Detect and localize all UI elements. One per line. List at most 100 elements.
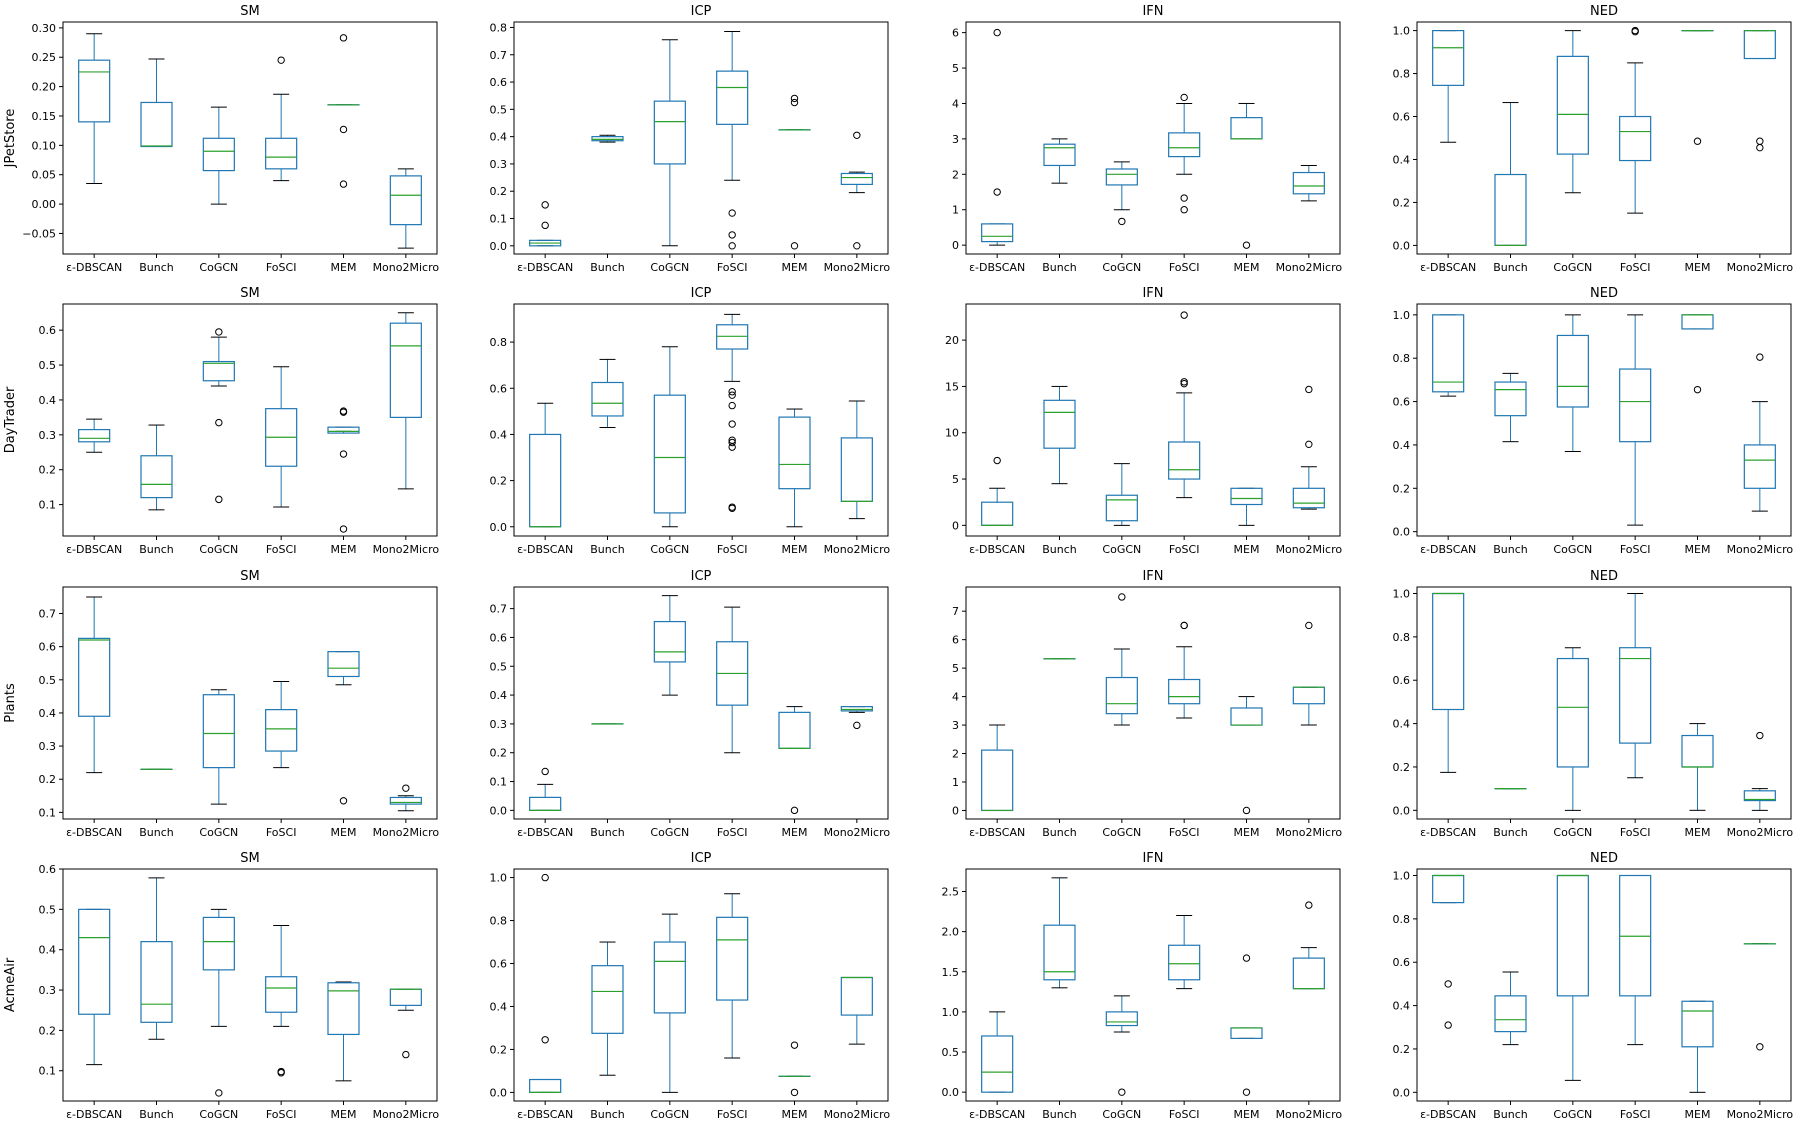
box-4 bbox=[1230, 696, 1263, 815]
outlier-point bbox=[993, 28, 1001, 37]
y-tick-label: 0.0 bbox=[1393, 239, 1411, 252]
iqr-box bbox=[389, 796, 422, 805]
box-0 bbox=[529, 767, 562, 811]
box-2 bbox=[1105, 995, 1138, 1096]
box-3 bbox=[716, 893, 749, 1059]
outlier-point bbox=[728, 401, 736, 410]
box-1 bbox=[591, 134, 624, 143]
y-tick-label: 0.4 bbox=[1393, 718, 1411, 731]
x-tick-label: MEM bbox=[331, 826, 357, 839]
y-tick-label: 0.2 bbox=[1393, 482, 1411, 495]
x-tick-label: Bunch bbox=[139, 1108, 174, 1121]
y-tick-label: 0.6 bbox=[39, 863, 57, 876]
outlier-point bbox=[790, 242, 799, 250]
outlier-point bbox=[215, 328, 223, 336]
y-tick-label: 0.4 bbox=[39, 707, 57, 720]
y-tick-label: 0.6 bbox=[39, 324, 57, 337]
box-3 bbox=[1168, 621, 1201, 719]
y-tick-label: −0.05 bbox=[22, 227, 56, 240]
x-tick-label: FoSCI bbox=[1169, 261, 1200, 274]
x-tick-label: Bunch bbox=[139, 261, 174, 274]
outlier-point bbox=[1242, 241, 1251, 249]
y-tick-label: 0.0 bbox=[1393, 804, 1411, 817]
y-tick-label: 0.2 bbox=[1393, 196, 1411, 209]
iqr-box bbox=[1043, 924, 1076, 981]
y-tick-label: 5 bbox=[952, 473, 959, 486]
x-tick-label: Mono2Micro bbox=[1727, 826, 1794, 839]
box-5 bbox=[840, 976, 873, 1045]
x-tick-label: MEM bbox=[1234, 543, 1260, 556]
x-tick-label: CoGCN bbox=[650, 826, 689, 839]
box-0 bbox=[529, 402, 562, 528]
y-tick-label: 0.2 bbox=[490, 185, 508, 198]
box-4 bbox=[1681, 314, 1714, 394]
box-4 bbox=[1230, 954, 1263, 1096]
x-tick-label: CoGCN bbox=[1102, 826, 1141, 839]
y-tick-label: 0.2 bbox=[39, 773, 57, 786]
x-tick-label: FoSCI bbox=[266, 543, 297, 556]
x-tick-label: CoGCN bbox=[1553, 261, 1592, 274]
outlier-point bbox=[339, 797, 348, 805]
box-1 bbox=[591, 941, 624, 1076]
y-tick-label: 0.3 bbox=[39, 429, 57, 442]
x-tick-label: CoGCN bbox=[199, 543, 238, 556]
iqr-box bbox=[1168, 441, 1201, 480]
subplot-title: NED bbox=[1590, 4, 1618, 19]
iqr-box bbox=[202, 137, 235, 172]
y-tick-label: 2.0 bbox=[942, 926, 960, 939]
subplot-daytrader-icp: ICP 0.0 0.2 0.4 0.6 0.8 ε-DBSCAN Bunch CoGCN FoSC… bbox=[490, 286, 891, 556]
y-tick-label: 0.25 bbox=[32, 51, 57, 64]
y-tick-label: 0.05 bbox=[32, 169, 57, 182]
iqr-box bbox=[1619, 115, 1652, 162]
y-tick-label: 0.2 bbox=[490, 1043, 508, 1056]
iqr-box bbox=[140, 941, 173, 1023]
box-1 bbox=[140, 424, 173, 511]
box-3 bbox=[1619, 314, 1652, 526]
iqr-box bbox=[653, 100, 686, 165]
x-tick-label: MEM bbox=[1234, 261, 1260, 274]
iqr-box bbox=[1743, 790, 1776, 802]
outlier-point bbox=[277, 56, 285, 64]
y-tick-label: 0.6 bbox=[39, 641, 57, 654]
subplot-title: SM bbox=[240, 851, 259, 866]
subplot-title: NED bbox=[1590, 286, 1618, 301]
y-tick-label: 0.2 bbox=[39, 1024, 57, 1037]
x-tick-label: Mono2Micro bbox=[1276, 543, 1343, 556]
x-tick-label: Bunch bbox=[1493, 826, 1528, 839]
y-tick-label: 0.0 bbox=[490, 240, 508, 253]
y-tick-label: 0.4 bbox=[490, 689, 508, 702]
box-1 bbox=[140, 58, 173, 148]
y-tick-label: 1.0 bbox=[1393, 870, 1411, 883]
outlier-point bbox=[853, 721, 861, 730]
y-tick-label: 0.8 bbox=[1393, 68, 1411, 81]
y-tick-label: 0.4 bbox=[490, 131, 508, 144]
y-tick-label: 0 bbox=[952, 804, 959, 817]
iqr-box bbox=[840, 437, 873, 502]
iqr-box bbox=[1556, 874, 1589, 997]
y-tick-label: 15 bbox=[945, 380, 959, 393]
iqr-box bbox=[1105, 494, 1138, 522]
subplot-acmeair-ifn: IFN 0.0 0.5 1.0 1.5 2.0 2.5 ε-DBSCAN Bunch CoGCN F… bbox=[942, 851, 1343, 1121]
axes-frame bbox=[513, 586, 889, 820]
x-tick-label: ε-DBSCAN bbox=[517, 261, 573, 274]
y-tick-label: 0.6 bbox=[490, 382, 508, 395]
y-tick-label: 5 bbox=[952, 62, 959, 75]
x-tick-label: ε-DBSCAN bbox=[969, 1108, 1025, 1121]
y-tick-label: 0.0 bbox=[942, 1086, 960, 1099]
iqr-box bbox=[840, 706, 873, 712]
x-tick-label: MEM bbox=[782, 261, 808, 274]
x-tick-label: FoSCI bbox=[717, 1108, 748, 1121]
x-tick-label: ε-DBSCAN bbox=[66, 1108, 122, 1121]
x-tick-label: Bunch bbox=[1042, 543, 1077, 556]
iqr-box bbox=[1043, 399, 1076, 449]
subplot-title: ICP bbox=[691, 286, 712, 301]
x-tick-label: ε-DBSCAN bbox=[1420, 1108, 1476, 1121]
box-1 bbox=[1494, 102, 1527, 247]
box-5 bbox=[389, 312, 422, 490]
x-tick-label: FoSCI bbox=[266, 826, 297, 839]
iqr-box bbox=[981, 1035, 1014, 1093]
axes-frame bbox=[1416, 303, 1792, 537]
x-tick-label: ε-DBSCAN bbox=[1420, 543, 1476, 556]
x-tick-label: ε-DBSCAN bbox=[66, 826, 122, 839]
y-tick-label: 0.3 bbox=[39, 984, 57, 997]
